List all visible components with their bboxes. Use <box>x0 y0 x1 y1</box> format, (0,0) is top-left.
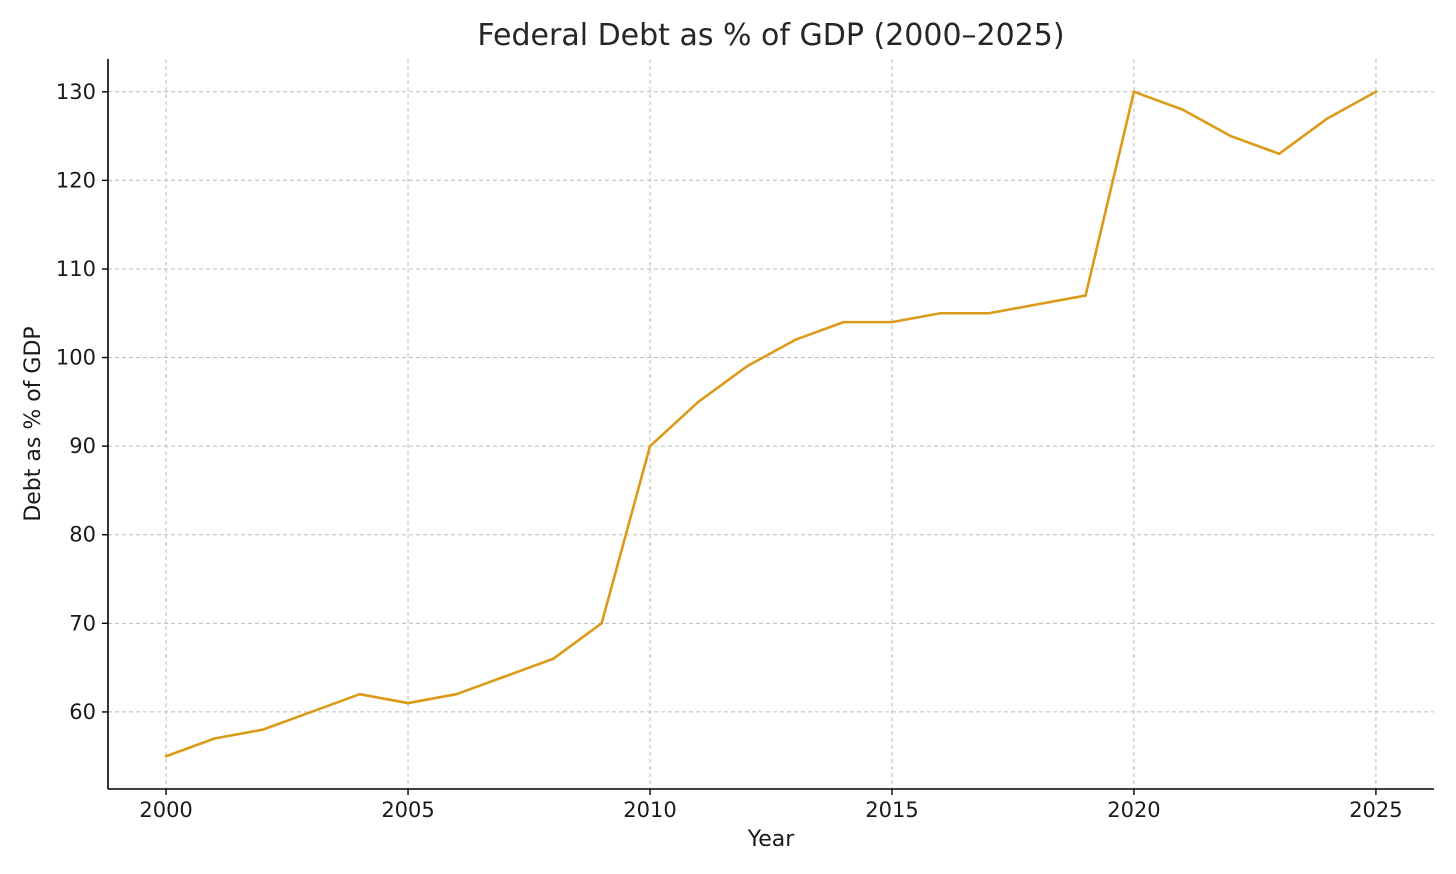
x-tick-label-2015: 2015 <box>865 798 918 822</box>
data-point-2003 <box>309 710 313 714</box>
axes-layer <box>107 59 1434 790</box>
data-point-2012 <box>745 365 749 368</box>
series-layer <box>164 90 1378 758</box>
x-axis-label: Year <box>747 827 796 852</box>
data-point-2020 <box>1132 90 1136 94</box>
y-tick-label-110: 110 <box>56 257 96 281</box>
data-point-2008 <box>551 657 555 661</box>
data-point-2024 <box>1326 117 1329 120</box>
y-tick-label-100: 100 <box>56 346 96 370</box>
y-tick-label-90: 90 <box>69 434 96 458</box>
x-tick-label-2020: 2020 <box>1107 798 1160 822</box>
data-point-2005 <box>406 701 410 705</box>
grid-layer <box>108 59 1434 789</box>
data-point-2021 <box>1181 108 1184 111</box>
x-tick-label-2025: 2025 <box>1349 798 1402 822</box>
chart-title: Federal Debt as % of GDP (2000–2025) <box>477 18 1064 53</box>
data-point-2004 <box>358 692 361 696</box>
data-point-2016 <box>939 311 942 315</box>
data-point-2017 <box>987 311 991 315</box>
x-tick-label-2010: 2010 <box>623 798 676 822</box>
data-point-2007 <box>503 675 507 678</box>
x-tick-label-2005: 2005 <box>381 798 434 822</box>
ticks-layer: 2000 2005 2010 2015 2020 2025 60 70 80 90 100 110 12… <box>56 80 1403 822</box>
data-point-2009 <box>600 622 603 625</box>
data-point-2023 <box>1277 152 1281 156</box>
y-tick-label-130: 130 <box>56 80 96 104</box>
y-axis-label: Debt as % of GDP <box>21 326 46 521</box>
data-point-2014 <box>842 320 845 324</box>
y-tick-label-80: 80 <box>69 523 96 547</box>
y-tick-label-120: 120 <box>56 168 96 192</box>
series-line-0 <box>164 90 1378 758</box>
data-point-2006 <box>455 692 458 696</box>
data-point-2022 <box>1229 134 1233 138</box>
data-point-2019 <box>1084 294 1087 297</box>
data-point-2001 <box>213 737 216 740</box>
data-point-2000 <box>164 754 168 758</box>
data-point-2002 <box>261 728 265 731</box>
x-tick-label-2000: 2000 <box>139 798 192 822</box>
data-point-2025 <box>1374 90 1378 94</box>
y-tick-label-60: 60 <box>69 700 96 724</box>
data-point-2015 <box>890 320 894 324</box>
y-tick-label-70: 70 <box>69 611 96 635</box>
data-point-2013 <box>793 338 797 342</box>
data-point-2011 <box>697 400 700 404</box>
data-point-2018 <box>1035 303 1039 306</box>
data-point-2010 <box>648 444 652 448</box>
